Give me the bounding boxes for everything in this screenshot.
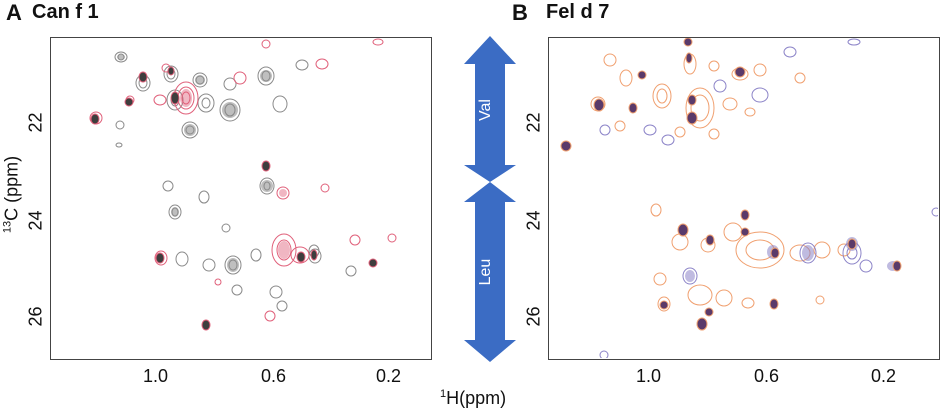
panel-b-xtick-1.0: 1.0 — [636, 366, 662, 386]
leu-arrow — [464, 182, 516, 362]
x-axis-label: 1H(ppm) — [440, 388, 507, 408]
panel-b-xtick-0.6: 0.6 — [754, 366, 780, 386]
panel-a-xtick-1.0: 1.0 — [143, 366, 169, 386]
panel-b-xtick-0.2: 0.2 — [871, 366, 897, 386]
panel-a-plot — [50, 37, 432, 360]
panel-a-xtick-0.2: 0.2 — [376, 366, 402, 386]
panel-a-peaks — [89, 38, 397, 331]
val-label: Val — [477, 99, 494, 121]
panel-a-xtick-0.6: 0.6 — [261, 366, 287, 386]
panel-a-title: Can f 1 — [32, 1, 99, 23]
val-arrow — [464, 36, 516, 182]
panel-b-peaks — [560, 38, 938, 358]
panel-b-letter: B — [512, 0, 528, 25]
panel-a-letter: A — [6, 0, 22, 25]
leu-label: Leu — [477, 259, 494, 286]
panel-b-title: Fel d 7 — [546, 1, 610, 23]
